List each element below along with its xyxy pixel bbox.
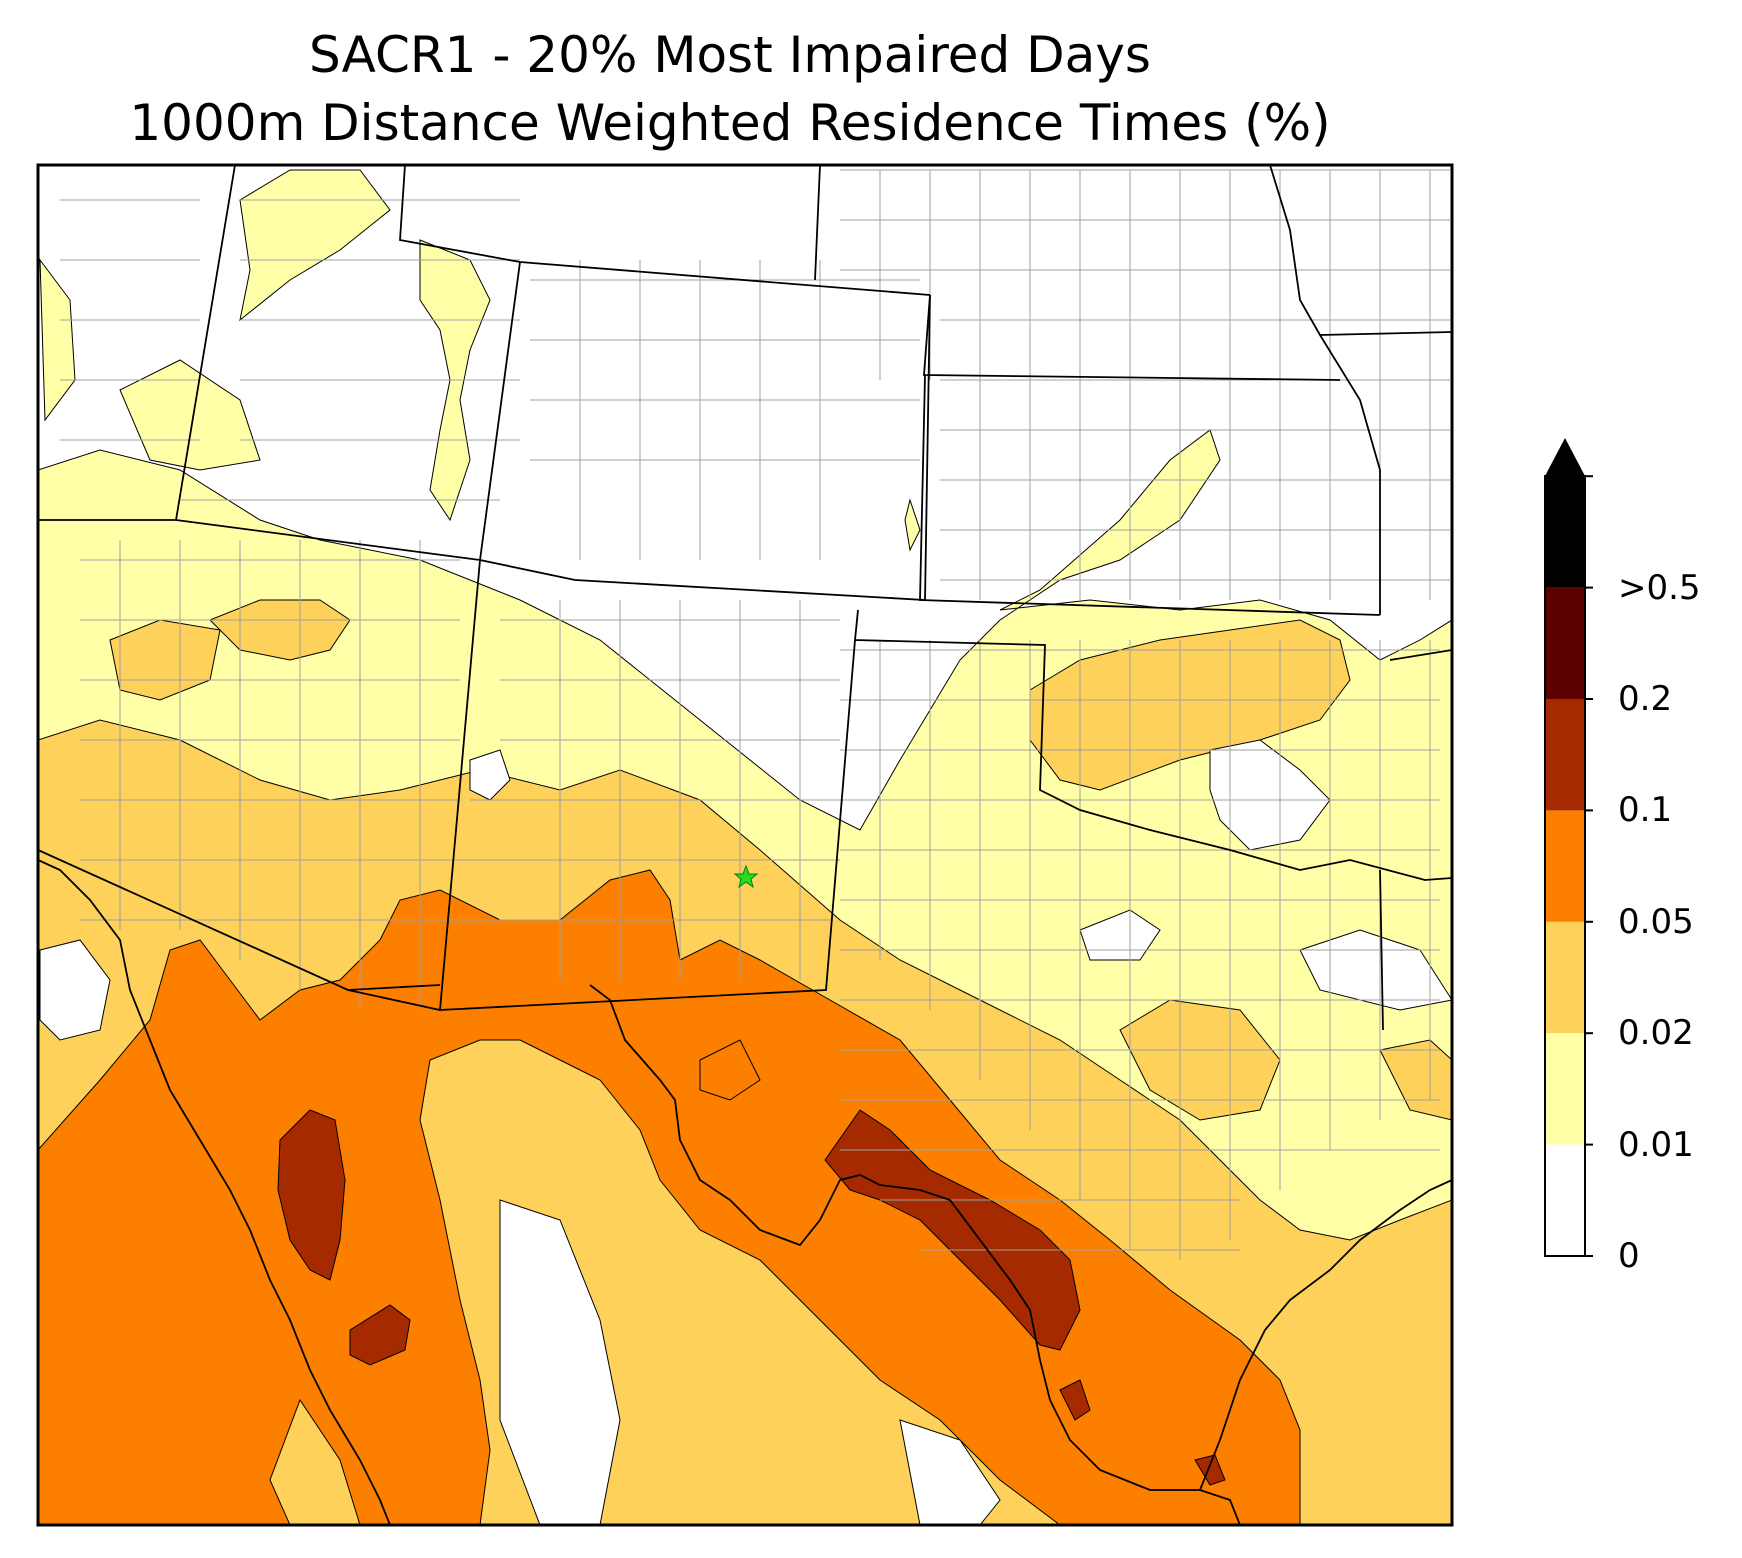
colorbar-cell [1545, 921, 1585, 1034]
map-area [38, 165, 1452, 1525]
map-title-line2: 1000m Distance Weighted Residence Times … [129, 94, 1331, 152]
colorbar-cell [1545, 810, 1585, 922]
colorbar [1544, 438, 1593, 1257]
rio-grande-border [38, 859, 1452, 1525]
colorbar-tick-label: 0.01 [1618, 1124, 1694, 1165]
county-lines [60, 169, 1450, 1260]
colorbar-tick-label: 0.02 [1618, 1013, 1694, 1054]
source-star-marker [733, 864, 759, 889]
map-title-line1: SACR1 - 20% Most Impaired Days [309, 26, 1151, 84]
colorbar-tick-label: 0 [1618, 1236, 1640, 1276]
colorbar-tick-label: 0.1 [1618, 790, 1673, 831]
colorbar-tick-label: 0.05 [1618, 901, 1694, 942]
colorbar-tick-label: 0.2 [1618, 679, 1673, 719]
colorbar-frame [1544, 475, 1586, 1257]
colorbar-cell [1545, 587, 1585, 699]
contour-holes [39, 739, 1452, 1525]
colorbar-cell [1545, 1144, 1585, 1256]
colorbar-cell [1545, 476, 1585, 588]
map-frame [36, 163, 1454, 1527]
colorbar-cell [1545, 699, 1585, 811]
colorbar-tick-label: >0.5 [1618, 567, 1701, 608]
colorbar-cell [1545, 1033, 1585, 1145]
colorbar-extend-arrow [1545, 438, 1585, 476]
state-borders [38, 165, 1452, 1031]
